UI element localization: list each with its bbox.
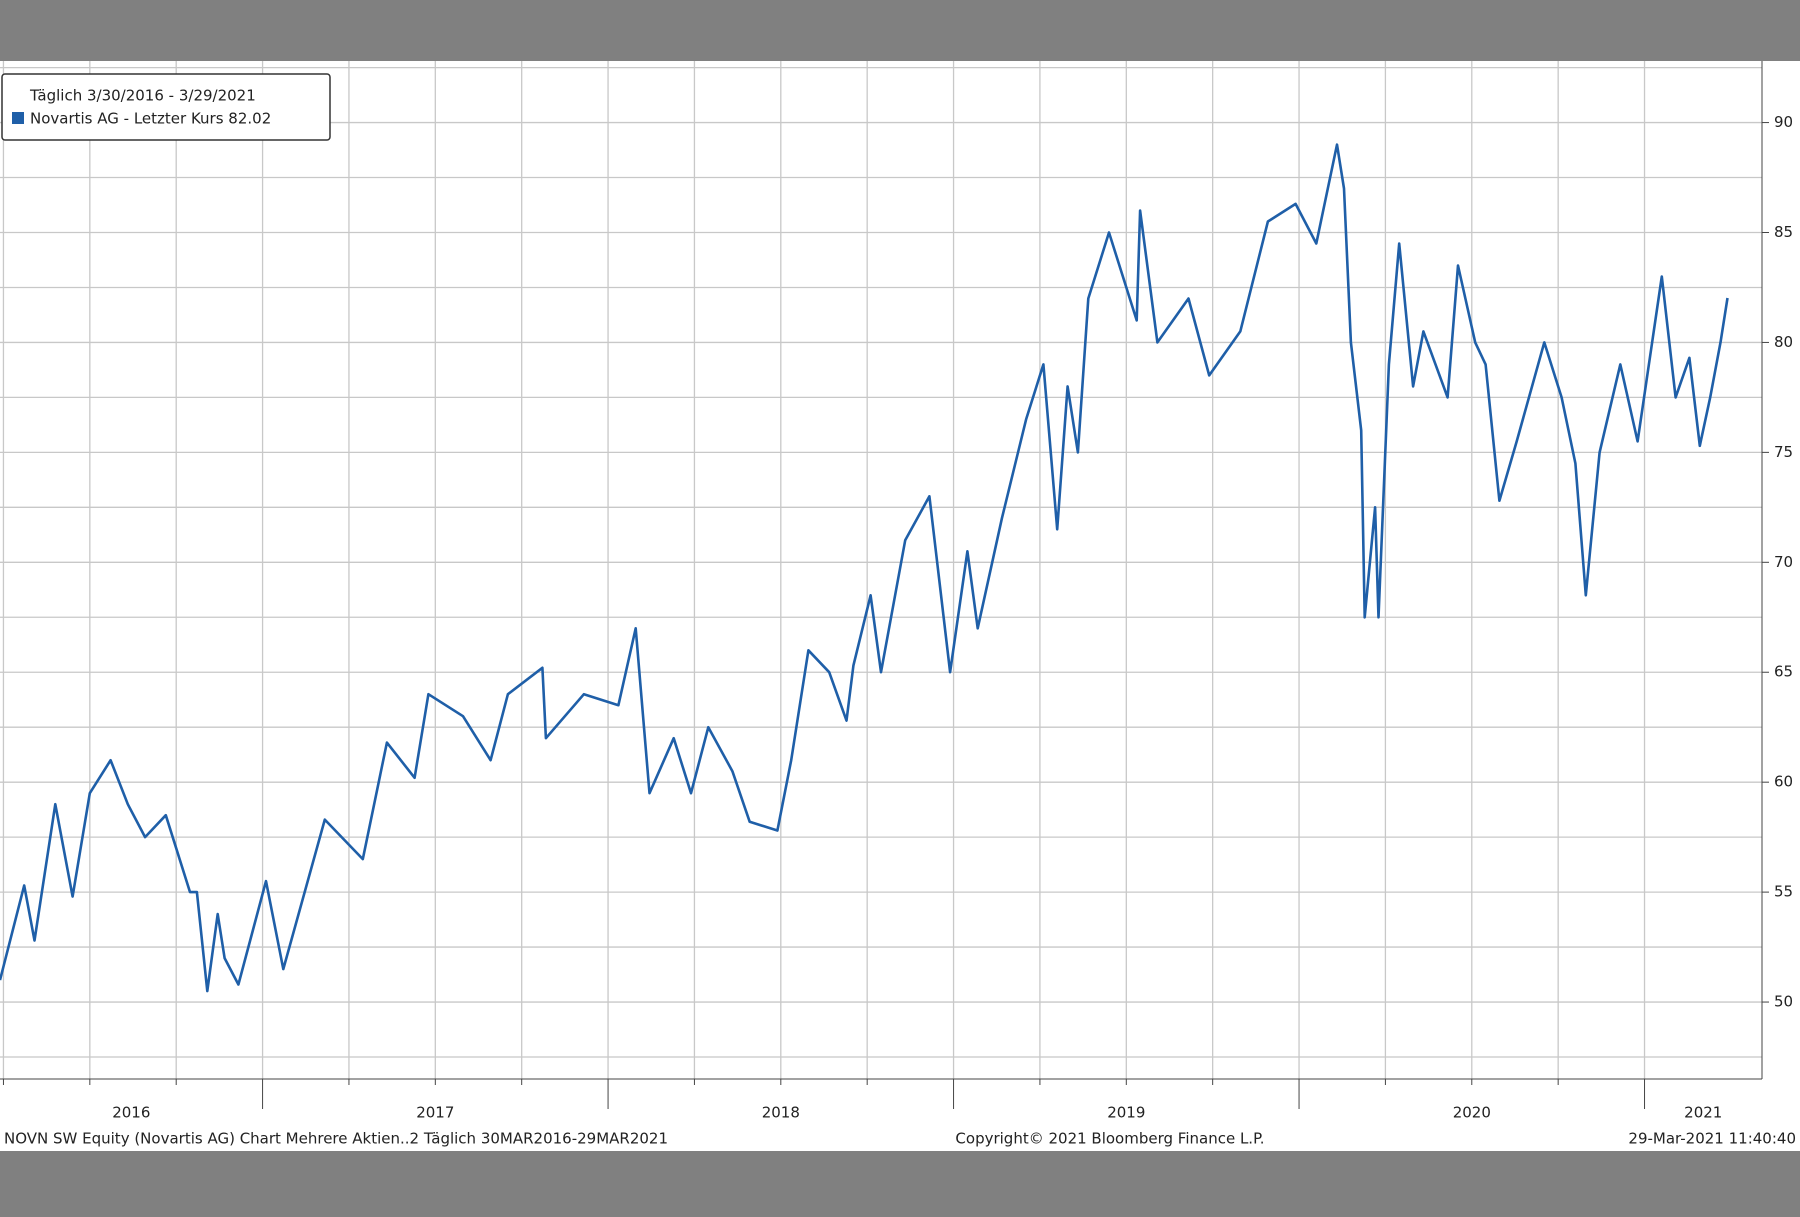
bottom-band bbox=[0, 1151, 1800, 1217]
grid bbox=[0, 61, 1762, 1079]
y-tick-label: 75 bbox=[1774, 443, 1793, 461]
y-tick-label: 85 bbox=[1774, 223, 1793, 241]
y-tick-label: 60 bbox=[1774, 773, 1793, 791]
legend-title: Täglich 3/30/2016 - 3/29/2021 bbox=[29, 87, 256, 105]
x-tick-label: 2017 bbox=[416, 1104, 454, 1122]
x-tick-label: 2021 bbox=[1684, 1104, 1722, 1122]
marks bbox=[0, 143, 1729, 993]
y-tick-label: 65 bbox=[1774, 663, 1793, 681]
x-tick-label: 2019 bbox=[1107, 1104, 1145, 1122]
y-tick-label: 70 bbox=[1774, 553, 1793, 571]
legend-box bbox=[1, 73, 331, 141]
footer-center: Copyright© 2021 Bloomberg Finance L.P. bbox=[955, 1130, 1264, 1148]
top-band bbox=[0, 0, 1800, 61]
legend-entry: Novartis AG - Letzter Kurs 82.02 bbox=[30, 110, 271, 128]
y-tick-label: 55 bbox=[1774, 883, 1793, 901]
chart-background bbox=[0, 61, 1800, 1151]
footer-right: 29-Mar-2021 11:40:40 bbox=[1628, 1130, 1796, 1148]
y-tick-label: 50 bbox=[1774, 993, 1793, 1011]
y-tick-label: 80 bbox=[1774, 333, 1793, 351]
axes: 50 55 60 65 70 75 80 85 90 2016 2017 2018 2019 2020 20… bbox=[0, 61, 1793, 1122]
footer-left: NOVN SW Equity (Novartis AG) Chart Mehre… bbox=[4, 1130, 668, 1148]
x-tick-label: 2020 bbox=[1453, 1104, 1491, 1122]
x-tick-label: 2018 bbox=[762, 1104, 800, 1122]
price-line bbox=[0, 143, 1729, 993]
x-tick-label: 2016 bbox=[112, 1104, 150, 1122]
legend-swatch bbox=[12, 112, 24, 124]
y-tick-label: 90 bbox=[1774, 113, 1793, 131]
